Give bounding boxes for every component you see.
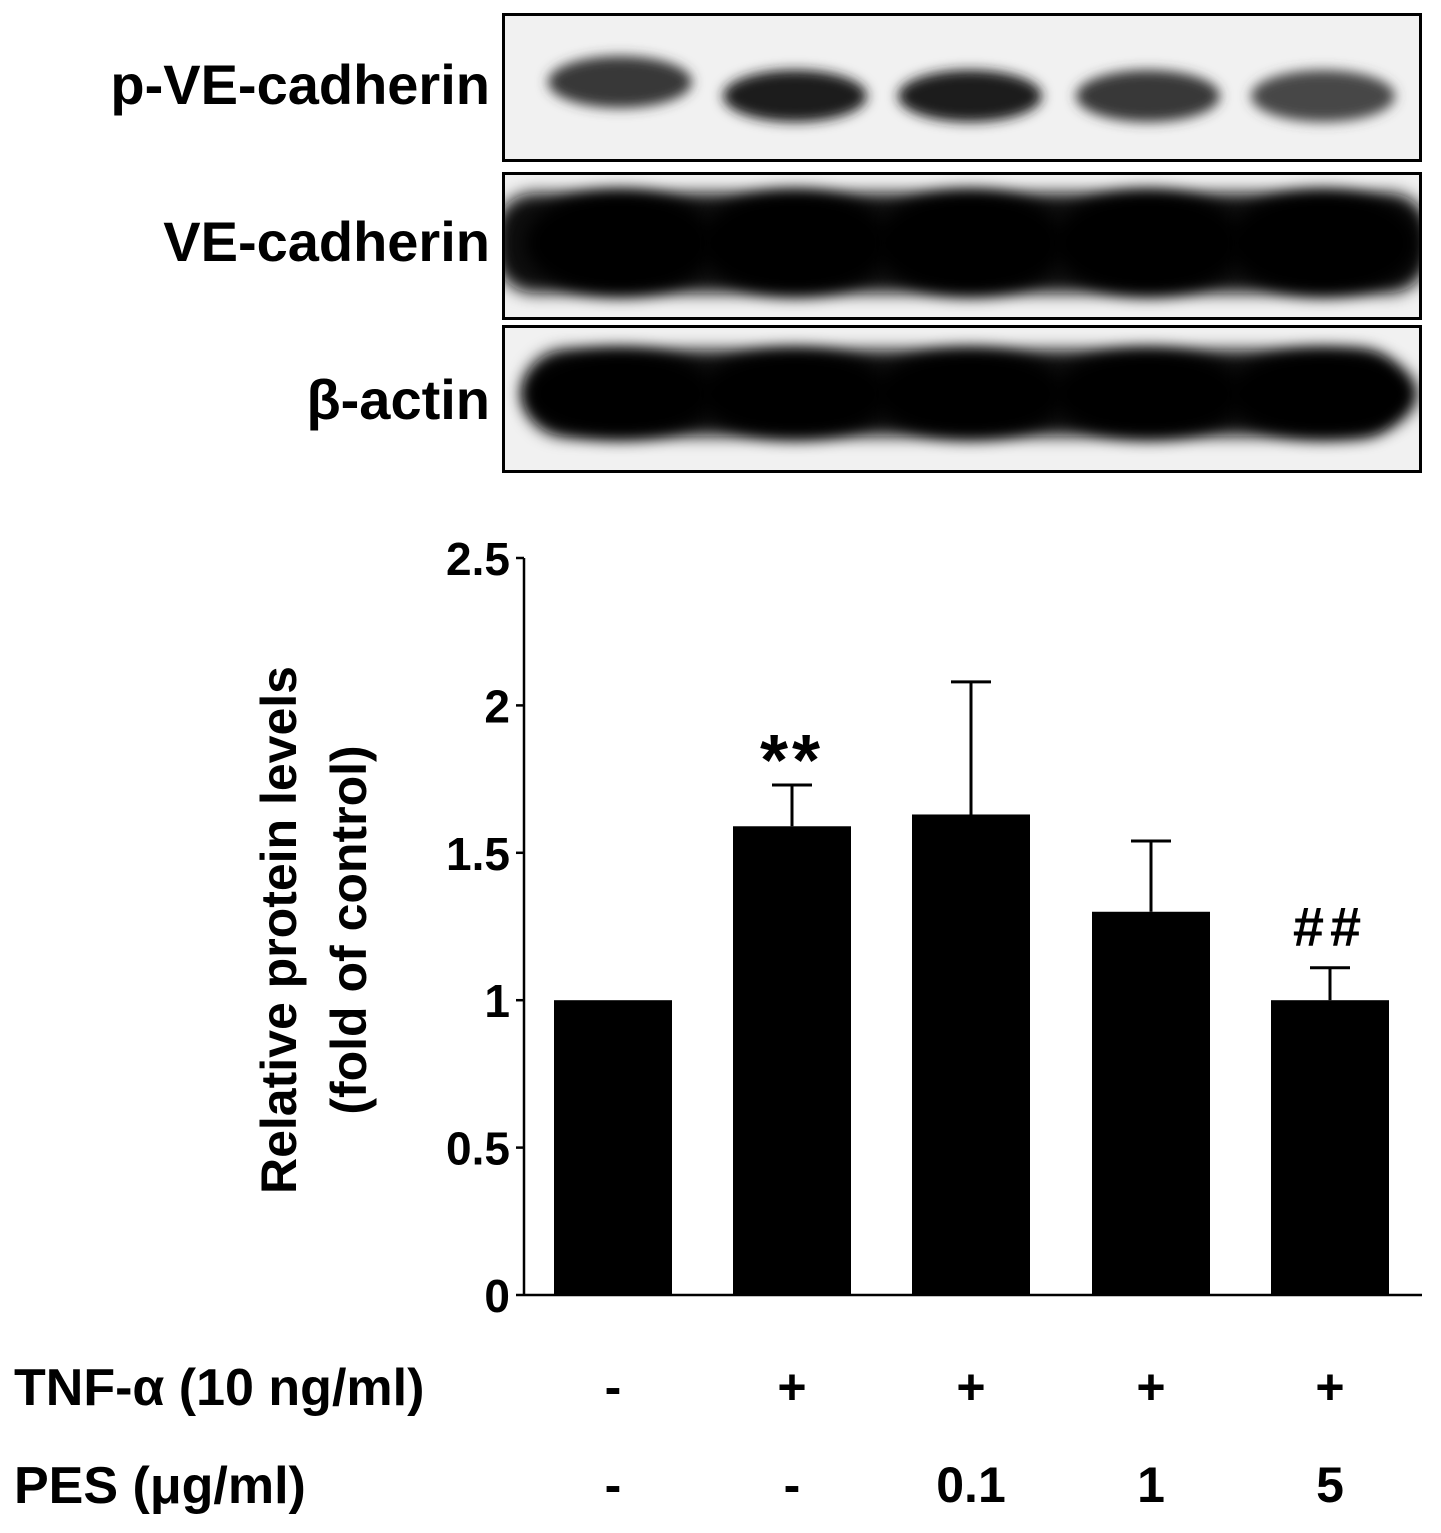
y-axis-title-line: (fold of control) — [321, 745, 377, 1114]
tnf-condition-value: + — [1315, 1359, 1345, 1415]
pes-row-label: PES (μg/ml) — [14, 1457, 306, 1515]
y-tick-label: 1 — [484, 975, 510, 1027]
blot-band — [1228, 350, 1418, 438]
tnf-condition-value: + — [777, 1359, 807, 1415]
blot-band — [875, 191, 1065, 295]
blot-band — [700, 350, 890, 438]
y-tick-label: 0.5 — [446, 1123, 510, 1175]
blot-band — [723, 70, 867, 122]
bar — [554, 1000, 672, 1295]
pes-condition-value: 0.1 — [936, 1457, 1006, 1513]
blot-panel-ve-cadherin — [502, 172, 1422, 320]
blot-band — [875, 350, 1065, 438]
blot-label-beta-actin: β-actin — [306, 368, 490, 431]
bar-chart: 0 0.5 1 1.5 2 2.5 Relative protein levels (fold… — [251, 533, 1422, 1320]
blot-label-ve-cadherin: VE-cadherin — [163, 210, 490, 273]
significance-marker: ## — [1293, 895, 1367, 958]
y-tick-label: 2.5 — [446, 533, 510, 585]
bar — [1092, 911, 1210, 1295]
tnf-condition-value: - — [604, 1359, 622, 1415]
blot-band — [700, 191, 890, 295]
y-tick-label: 0 — [484, 1270, 510, 1320]
blot-band — [1053, 191, 1243, 295]
pes-condition-value: 5 — [1316, 1457, 1344, 1513]
y-tick-label: 1.5 — [446, 828, 510, 880]
blot-band — [548, 56, 692, 108]
blot-band — [525, 350, 715, 438]
blot-label-p-ve-cadherin: p-VE-cadherin — [110, 53, 490, 116]
pes-condition-value: - — [604, 1457, 622, 1513]
y-axis-title-line: Relative protein levels — [251, 666, 307, 1194]
pes-condition-value: 1 — [1137, 1457, 1165, 1513]
blot-bands-ve-cadherin — [505, 191, 1419, 295]
blot-band — [1251, 70, 1395, 122]
blot-panel-p-ve-cadherin — [502, 13, 1422, 162]
blot-panel-beta-actin — [502, 325, 1422, 473]
blot-band — [525, 191, 715, 295]
significance-marker: ** — [760, 721, 824, 801]
blot-band — [1076, 70, 1220, 122]
tnf-row-label: TNF-α (10 ng/ml) — [14, 1359, 425, 1417]
bar — [1271, 1000, 1389, 1295]
blot-bands-p-ve-cadherin — [548, 56, 1395, 122]
blot-bands-beta-actin — [523, 350, 1418, 438]
bar — [912, 814, 1030, 1295]
pes-condition-value: - — [783, 1457, 801, 1513]
bar — [733, 826, 851, 1295]
blot-band — [1053, 350, 1243, 438]
blot-band — [898, 70, 1042, 122]
blot-band — [1228, 191, 1418, 295]
tnf-condition-value: + — [956, 1359, 986, 1415]
y-tick-label: 2 — [484, 680, 510, 732]
tnf-condition-value: + — [1136, 1359, 1166, 1415]
